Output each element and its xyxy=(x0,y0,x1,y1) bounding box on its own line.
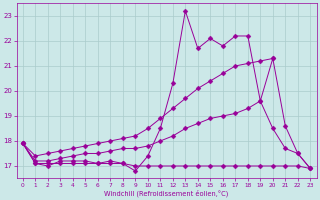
X-axis label: Windchill (Refroidissement éolien,°C): Windchill (Refroidissement éolien,°C) xyxy=(104,189,229,197)
